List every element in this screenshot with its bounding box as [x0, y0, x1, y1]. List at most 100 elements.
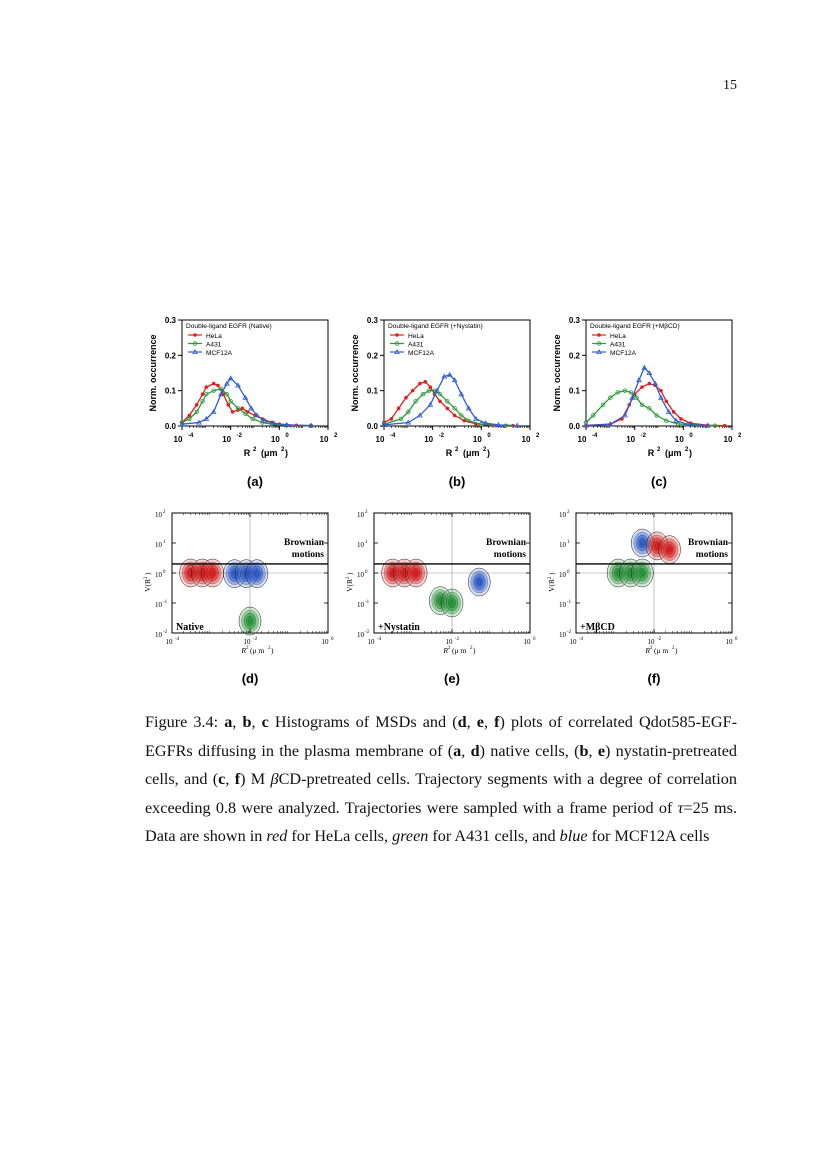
data-point-a431	[712, 423, 718, 428]
y-axis-label: V(R	[345, 579, 354, 592]
data-point-a431	[228, 399, 233, 404]
y-axis-label: Norm. occurrence	[552, 334, 562, 411]
region-label: Brownian	[284, 538, 325, 548]
x-axis-unit-exp: 2	[470, 646, 473, 651]
data-point-hela	[410, 388, 415, 393]
x-tick-exponent: -2	[455, 637, 460, 642]
data-point-hela	[452, 413, 457, 418]
condition-annotation: Native	[176, 622, 204, 633]
y-tick-label: 10	[357, 511, 365, 519]
data-point-mcf12a	[283, 421, 290, 427]
y-tick-label: 0.0	[367, 422, 379, 431]
caption-bold-ref: d	[470, 741, 480, 760]
data-point-a431	[647, 406, 652, 411]
caption-bold-ref: e	[476, 713, 484, 731]
y-axis-label: Norm. occurrence	[148, 334, 158, 411]
panel-label: (b)	[449, 474, 466, 489]
data-point-mcf12a	[684, 421, 691, 427]
x-tick-exponent: -2	[657, 637, 662, 642]
data-point-hela	[216, 383, 220, 388]
x-axis-label-exp: 2	[657, 447, 661, 453]
data-point-a431	[622, 388, 628, 393]
legend-marker-hela	[395, 333, 399, 337]
x-tick-exponent: -2	[253, 637, 258, 642]
data-point-hela	[389, 417, 394, 421]
plot-frame	[585, 319, 733, 427]
y-tick-label: 10	[559, 541, 567, 549]
y-tick-label: 10	[559, 571, 567, 579]
x-tick-exponent: -4	[377, 637, 382, 642]
data-point-mcf12a	[482, 420, 489, 426]
y-tick-label: 10	[357, 571, 365, 579]
histogram-chart-b: 0.00.10.20.310 -4 10 -2 10 0 10 2R 2 (μm 2)Norm. o…	[350, 316, 540, 489]
contour-cluster-hela	[404, 558, 428, 588]
x-tick-label: 10	[726, 638, 734, 646]
contour-cluster-hela	[179, 558, 202, 588]
data-point-hela	[211, 381, 216, 386]
x-tick-label: 10	[320, 435, 329, 444]
x-axis-label: R	[244, 448, 251, 458]
y-tick-exponent: 2	[567, 510, 570, 515]
data-point-mcf12a	[665, 408, 672, 414]
y-tick-exponent: 2	[163, 510, 166, 515]
condition-annotation: +Nystatin	[378, 622, 420, 633]
y-axis-label-exp: 2	[548, 576, 553, 579]
contour-ring	[655, 543, 660, 549]
x-axis-unit: (μm	[463, 448, 480, 458]
histogram-chart-c: 0.00.10.20.310 -4 10 -2 10 0 10 2R 2 (μm 2)Norm. o…	[552, 316, 742, 489]
panel-label: (e)	[444, 671, 460, 686]
x-tick-label: 10	[675, 435, 684, 444]
series-line-mcf12a	[181, 377, 312, 427]
contour-ring	[449, 600, 455, 606]
data-point-hela	[722, 423, 727, 428]
x-tick-label: 10	[473, 435, 482, 444]
x-tick-label: 10	[222, 435, 231, 444]
x-axis-unit-close: )	[675, 646, 678, 655]
y-tick-exponent: 1	[163, 540, 166, 545]
y-axis-label: V(R	[143, 579, 152, 592]
y-axis-label-group: V(R2)	[547, 572, 556, 592]
y-tick-label: 10	[357, 541, 365, 549]
legend-label: HeLa	[408, 333, 424, 340]
caption-bold-ref: c	[261, 713, 269, 731]
caption-bold-ref: b	[242, 713, 252, 731]
x-axis-label-exp: 2	[455, 447, 459, 453]
contour-cluster-mcf12a	[223, 559, 246, 588]
panel-label: (a)	[247, 474, 263, 489]
y-axis-label-close: )	[345, 572, 354, 575]
region-label: Brownian	[486, 538, 527, 548]
data-point-a431	[179, 420, 185, 425]
data-point-a431	[445, 399, 450, 404]
y-tick-exponent: 0	[163, 570, 166, 575]
data-point-a431	[224, 391, 230, 397]
legend-marker-hela	[193, 333, 197, 337]
x-tick-exponent: 0	[533, 637, 536, 642]
x-axis-unit-close: )	[487, 448, 490, 458]
y-tick-label: 10	[155, 511, 163, 519]
y-tick-exponent: 1	[567, 540, 570, 545]
data-point-mcf12a	[446, 371, 453, 377]
legend-marker-mcf12a	[394, 349, 400, 354]
y-tick-label: 0.2	[165, 351, 177, 360]
data-point-a431	[235, 406, 241, 411]
x-tick-label: 10	[570, 638, 578, 646]
y-axis-label-group: V(R2)	[143, 572, 152, 592]
contour-ring	[477, 579, 482, 585]
y-tick-label: 10	[155, 631, 163, 639]
x-axis-label: R	[442, 646, 448, 655]
data-point-a431	[406, 409, 411, 415]
data-point-a431	[466, 418, 471, 423]
y-tick-exponent: -2	[163, 630, 168, 635]
x-tick-label: 10	[578, 435, 587, 444]
y-tick-label: 10	[559, 511, 567, 519]
contour-cluster-hela	[191, 558, 214, 588]
data-point-mcf12a	[218, 391, 224, 397]
x-tick-exponent: 0	[689, 433, 693, 439]
x-tick-label: 10	[368, 638, 376, 646]
data-point-mcf12a	[629, 394, 636, 400]
data-point-hela	[423, 380, 428, 384]
data-point-hela	[204, 385, 209, 389]
y-axis-label-exp: 2	[144, 576, 149, 579]
data-point-a431	[608, 395, 613, 400]
y-axis-label: V(R	[547, 579, 556, 592]
